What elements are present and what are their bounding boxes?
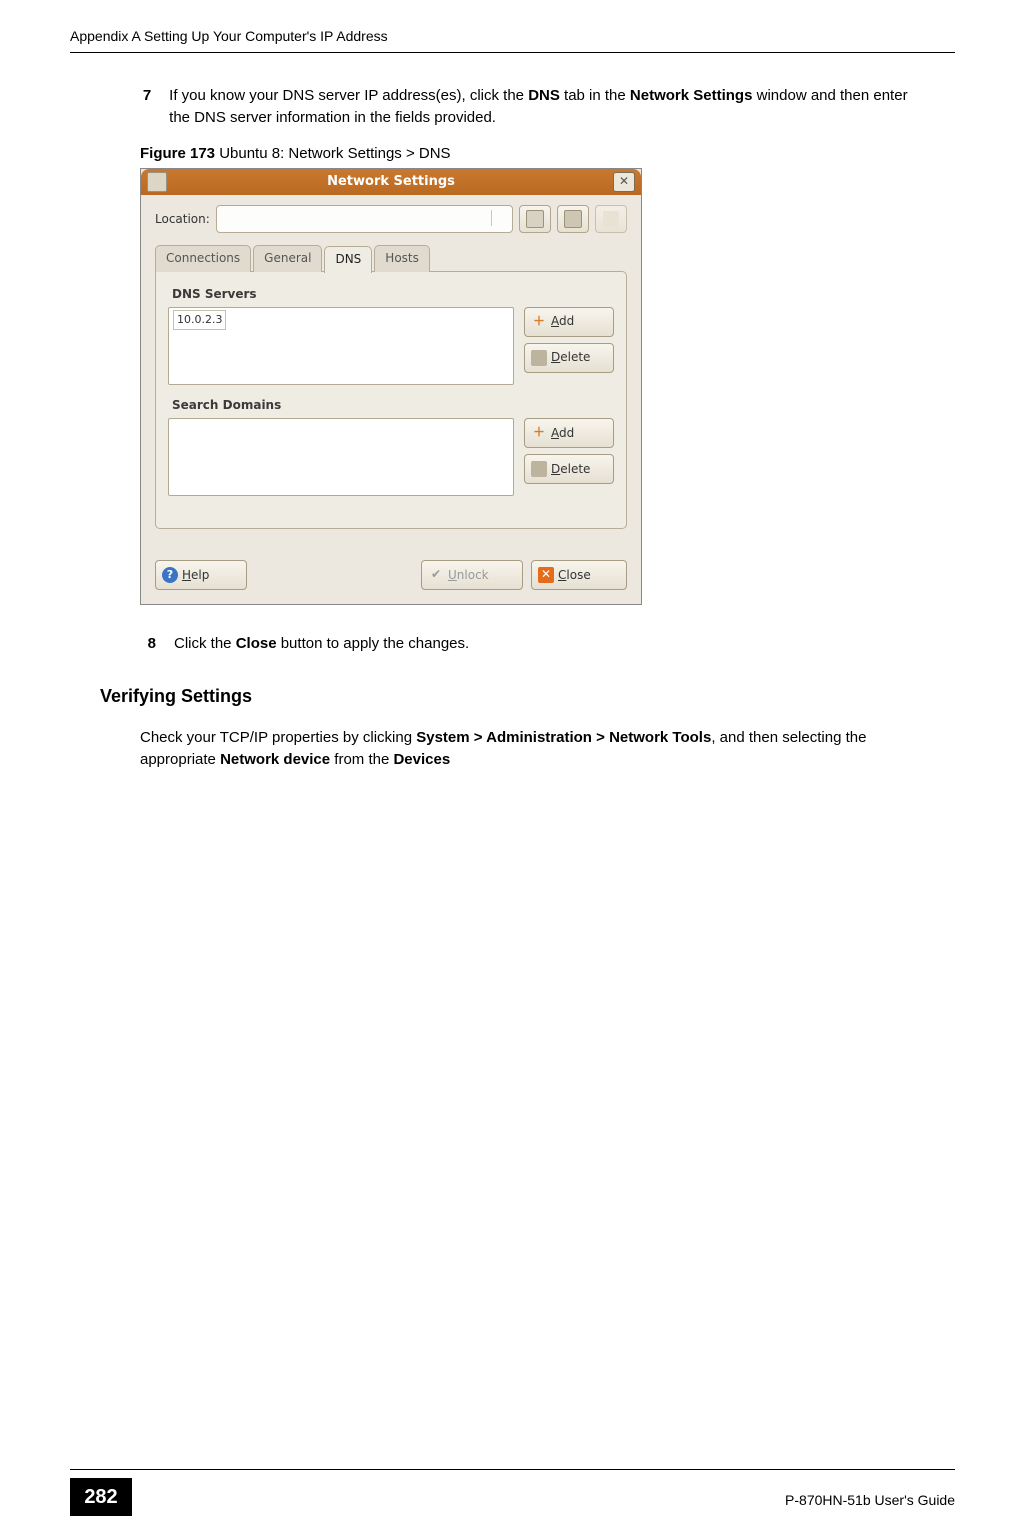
tab-connections[interactable]: Connections: [155, 245, 251, 271]
close-icon[interactable]: ✕: [613, 172, 635, 192]
step-7-text: If you know your DNS server IP address(e…: [169, 85, 915, 129]
page: Appendix A Setting Up Your Computer's IP…: [0, 0, 1025, 1524]
drive-icon: [564, 210, 582, 228]
auth-button[interactable]: [595, 205, 627, 233]
figure-caption: Figure 173 Ubuntu 8: Network Settings > …: [140, 143, 915, 165]
plus-icon: ＋: [531, 425, 547, 441]
save-location-button[interactable]: [519, 205, 551, 233]
step-8-text: Click the Close button to apply the chan…: [174, 633, 469, 655]
network-settings-window: Network Settings ✕ Location: Connections…: [140, 168, 642, 605]
verify-paragraph: Check your TCP/IP properties by clicking…: [140, 727, 915, 771]
trash-icon: [531, 350, 547, 366]
search-domain-buttons: ＋Add Delete: [524, 418, 614, 484]
dns-servers-label: DNS Servers: [172, 286, 614, 303]
close-button[interactable]: ✕Close: [531, 560, 627, 590]
location-label: Location:: [155, 211, 210, 228]
window-title: Network Settings: [141, 173, 641, 192]
add-dns-button[interactable]: ＋Add: [524, 307, 614, 337]
step-number: 8: [140, 633, 156, 655]
check-icon: ✔: [428, 567, 444, 583]
tab-hosts[interactable]: Hosts: [374, 245, 430, 271]
location-combo[interactable]: [216, 205, 513, 233]
page-number: 282: [70, 1478, 132, 1516]
verifying-settings-heading: Verifying Settings: [100, 683, 915, 709]
search-domains-list[interactable]: [168, 418, 514, 496]
dns-tab-panel: DNS Servers 10.0.2.3 ＋Add Delete Search …: [155, 271, 627, 529]
tab-dns[interactable]: DNS: [324, 246, 372, 272]
delete-domain-button[interactable]: Delete: [524, 454, 614, 484]
save-icon: [526, 210, 544, 228]
window-titlebar[interactable]: Network Settings ✕: [141, 169, 641, 195]
delete-dns-button[interactable]: Delete: [524, 343, 614, 373]
step-8: 8 Click the Close button to apply the ch…: [140, 633, 915, 655]
dns-servers-row: 10.0.2.3 ＋Add Delete: [168, 307, 614, 385]
footer: 282 P-870HN-51b User's Guide: [70, 1469, 955, 1476]
footer-rule: [70, 1469, 955, 1470]
dns-buttons: ＋Add Delete: [524, 307, 614, 373]
tab-general[interactable]: General: [253, 245, 322, 271]
running-header: Appendix A Setting Up Your Computer's IP…: [70, 28, 388, 44]
step-number: 7: [140, 85, 151, 129]
trash-icon: [531, 461, 547, 477]
dialog-button-row: ?Help ✔Unlock ✕Close: [155, 560, 627, 590]
dns-entry[interactable]: 10.0.2.3: [173, 310, 226, 330]
body-content: 7 If you know your DNS server IP address…: [140, 85, 915, 771]
plus-icon: ＋: [531, 314, 547, 330]
delete-location-button[interactable]: [557, 205, 589, 233]
key-icon: [603, 211, 619, 227]
step-7: 7 If you know your DNS server IP address…: [140, 85, 915, 129]
location-row: Location:: [155, 205, 627, 233]
header-rule: [70, 52, 955, 53]
window-body: Location: Connections General DNS Hosts …: [141, 195, 641, 604]
unlock-button[interactable]: ✔Unlock: [421, 560, 523, 590]
footer-guide-name: P-870HN-51b User's Guide: [785, 1492, 955, 1508]
search-domains-row: ＋Add Delete: [168, 418, 614, 496]
help-icon: ?: [162, 567, 178, 583]
dns-servers-list[interactable]: 10.0.2.3: [168, 307, 514, 385]
help-button[interactable]: ?Help: [155, 560, 247, 590]
add-domain-button[interactable]: ＋Add: [524, 418, 614, 448]
close-x-icon: ✕: [538, 567, 554, 583]
tab-bar: Connections General DNS Hosts: [155, 245, 627, 271]
search-domains-label: Search Domains: [172, 397, 614, 414]
